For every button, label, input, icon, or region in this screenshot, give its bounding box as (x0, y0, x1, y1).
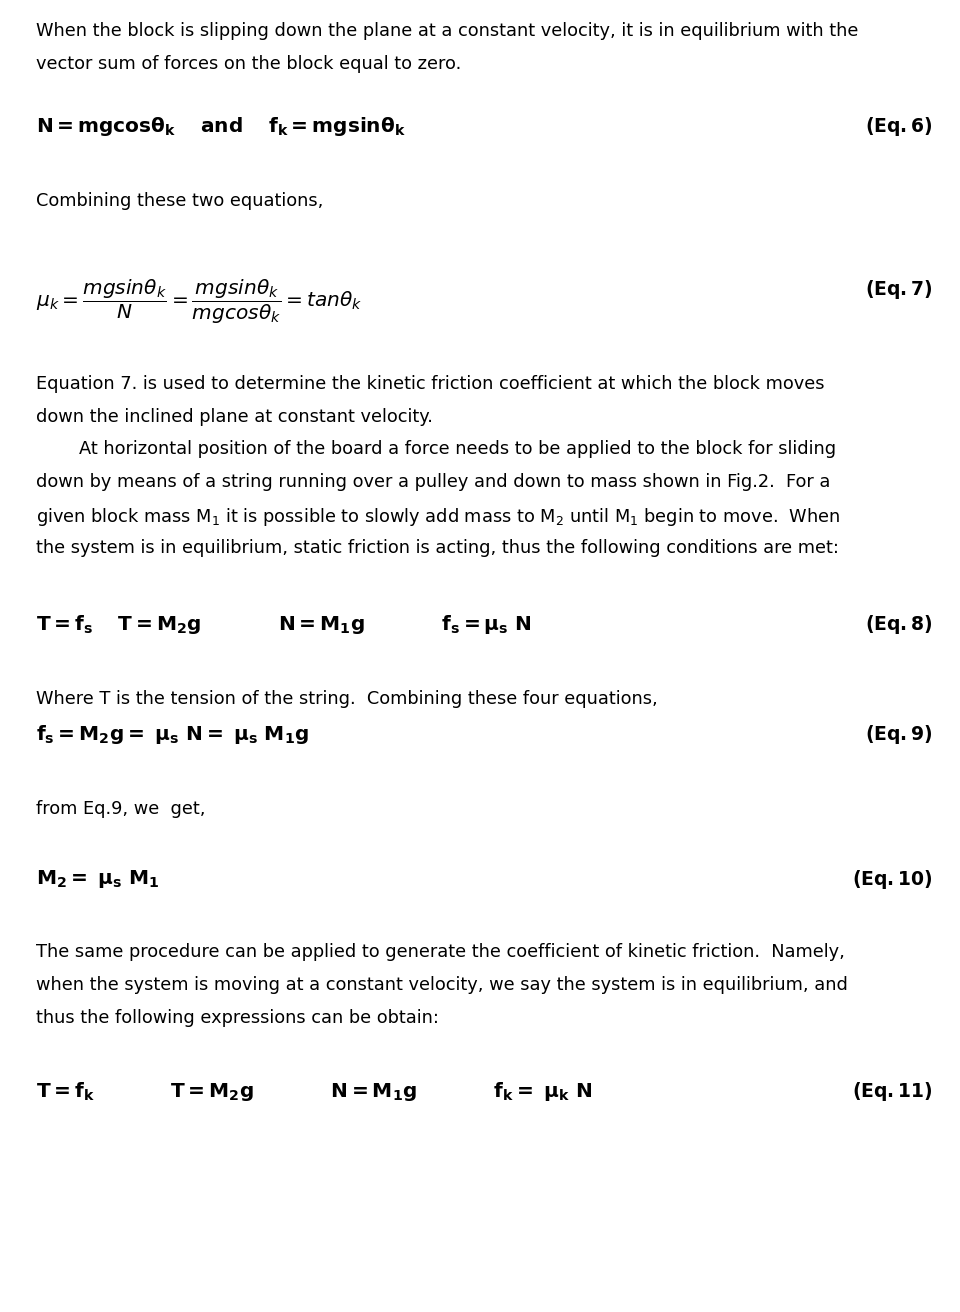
Text: given block mass M$_1$ it is possible to slowly add mass to M$_2$ until M$_1$ be: given block mass M$_1$ it is possible to… (36, 506, 841, 527)
Text: when the system is moving at a constant velocity, we say the system is in equili: when the system is moving at a constant … (36, 976, 849, 994)
Text: $\mathbf{T{=}f_k}$            $\mathbf{T{=}M_2g}$            $\mathbf{N{=}M_1g}$: $\mathbf{T{=}f_k}$ $\mathbf{T{=}M_2g}$ $… (36, 1080, 592, 1103)
Text: thus the following expressions can be obtain:: thus the following expressions can be ob… (36, 1009, 440, 1027)
Text: $\mathbf{(Eq.7)}$: $\mathbf{(Eq.7)}$ (866, 278, 933, 300)
Text: $\mathbf{(Eq.6)}$: $\mathbf{(Eq.6)}$ (866, 115, 933, 138)
Text: Where T is the tension of the string.  Combining these four equations,: Where T is the tension of the string. Co… (36, 690, 659, 708)
Text: $\mathbf{(Eq.10)}$: $\mathbf{(Eq.10)}$ (852, 869, 933, 891)
Text: down the inclined plane at constant velocity.: down the inclined plane at constant velo… (36, 408, 433, 426)
Text: $\mu_k = \dfrac{mgsin\theta_k}{N} = \dfrac{mgsin\theta_k}{mgcos\theta_k} = tan\t: $\mu_k = \dfrac{mgsin\theta_k}{N} = \dfr… (36, 278, 363, 327)
Text: At horizontal position of the board a force needs to be applied to the block for: At horizontal position of the board a fo… (79, 440, 836, 458)
Text: $\mathbf{N{=}mgcos\theta_k}$    $\mathbf{and}$    $\mathbf{f_k{=}mgsin\theta_k}$: $\mathbf{N{=}mgcos\theta_k}$ $\mathbf{an… (36, 115, 406, 138)
Text: $\mathbf{M_2{=}\ \mu_s\ M_1}$: $\mathbf{M_2{=}\ \mu_s\ M_1}$ (36, 869, 160, 890)
Text: down by means of a string running over a pulley and down to mass shown in Fig.2.: down by means of a string running over a… (36, 474, 830, 491)
Text: the system is in equilibrium, static friction is acting, thus the following cond: the system is in equilibrium, static fri… (36, 539, 839, 558)
Text: vector sum of forces on the block equal to zero.: vector sum of forces on the block equal … (36, 55, 462, 73)
Text: The same procedure can be applied to generate the coefficient of kinetic frictio: The same procedure can be applied to gen… (36, 943, 846, 960)
Text: $\mathbf{f_s{=}M_2g{=}\ \mu_s\ N{=}\ \mu_s\ M_1g}$: $\mathbf{f_s{=}M_2g{=}\ \mu_s\ N{=}\ \mu… (36, 723, 309, 747)
Text: Combining these two equations,: Combining these two equations, (36, 192, 324, 210)
Text: $\mathbf{(Eq.11)}$: $\mathbf{(Eq.11)}$ (852, 1080, 933, 1103)
Text: $\mathbf{(Eq.9)}$: $\mathbf{(Eq.9)}$ (866, 723, 933, 747)
Text: Equation 7. is used to determine the kinetic friction coefficient at which the b: Equation 7. is used to determine the kin… (36, 375, 825, 394)
Text: from Eq.9, we  get,: from Eq.9, we get, (36, 800, 206, 817)
Text: When the block is slipping down the plane at a constant velocity, it is in equil: When the block is slipping down the plan… (36, 22, 859, 39)
Text: $\mathbf{(Eq.8)}$: $\mathbf{(Eq.8)}$ (866, 613, 933, 636)
Text: $\mathbf{T{=}f_s}$    $\mathbf{T{=}M_2g}$            $\mathbf{N{=}M_1g}$        : $\mathbf{T{=}f_s}$ $\mathbf{T{=}M_2g}$ $… (36, 613, 532, 636)
